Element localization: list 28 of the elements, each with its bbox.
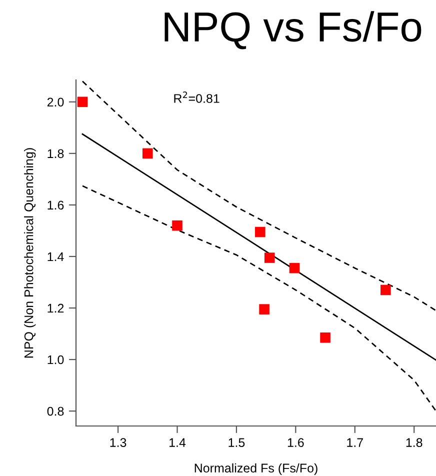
line-series [82,185,436,412]
y-tick-label: 1.6 [48,200,64,210]
annotation: R$^{2}$=0.81 [174,92,220,103]
x-tick-label: 1.3 [110,438,126,447]
point [380,284,391,296]
line-series [82,80,436,312]
point [320,332,330,343]
x-tick-label: 1.5 [228,438,245,447]
point [264,252,275,263]
point [172,220,182,231]
x-tick-label: 1.8 [406,438,422,447]
point [142,148,153,159]
x-tick-label: 1.4 [170,438,186,447]
point [289,262,300,274]
y-tick-label: 1.4 [48,252,64,262]
x-tick-label: 1.7 [347,438,363,447]
y-tick-label: 0.8 [47,406,64,416]
x-axis-title: Normalized Fs (Fs/Fo) [194,463,318,475]
point [259,304,270,314]
y-tick-label: 1.2 [48,304,64,313]
point [77,96,88,108]
y-tick-label: 1.8 [48,149,64,158]
x-tick-label: 1.6 [288,438,304,447]
y-tick-label: 1.0 [48,355,64,364]
chart-title: NPQ vs Fs/Fo [164,11,422,50]
y-axis-title: NPQ (Non Photochemical Quenching) [24,148,36,358]
y-tick-label: 2.0 [47,98,64,107]
point [254,226,266,238]
